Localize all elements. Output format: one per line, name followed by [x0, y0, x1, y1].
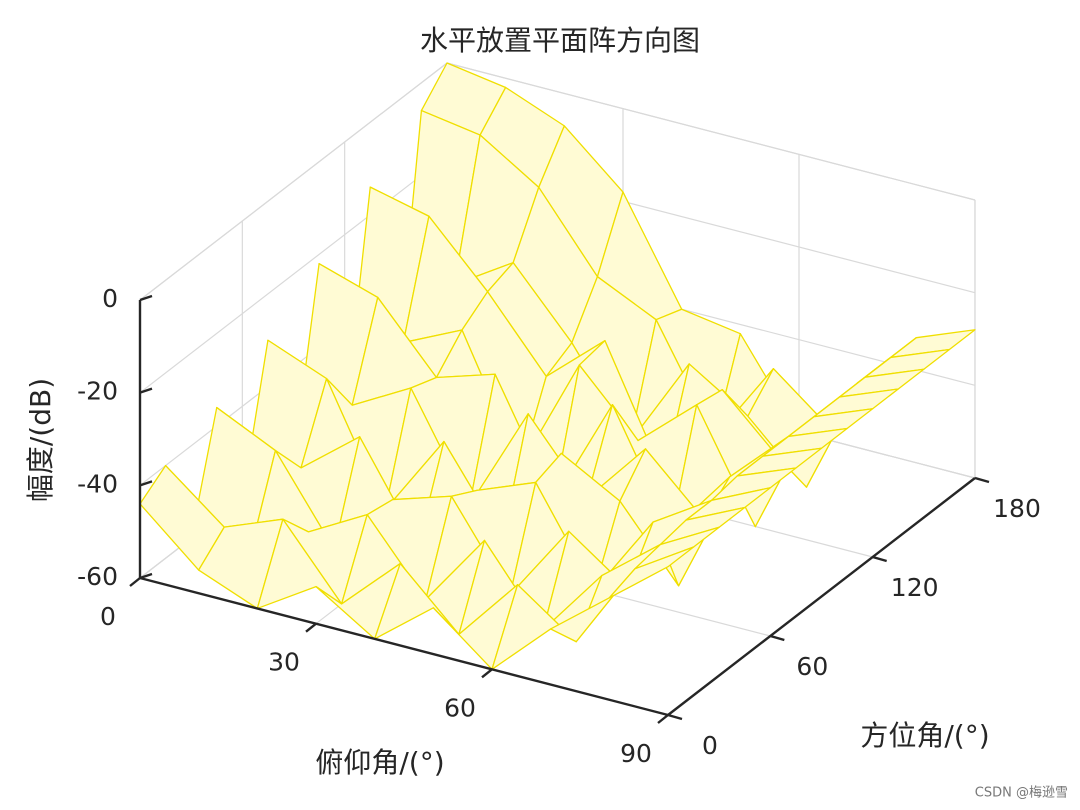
z-tick-label: -20: [77, 377, 118, 406]
grid-line: [139, 155, 448, 394]
y-tick: [872, 555, 887, 563]
z-axis-label: 幅度/(dB): [24, 378, 57, 502]
x-tick-label: 60: [444, 693, 476, 722]
y-tick: [770, 634, 785, 642]
z-tick: [139, 294, 153, 302]
y-tick-label: 0: [702, 731, 718, 760]
x-tick: [481, 668, 493, 679]
y-tick: [974, 476, 990, 484]
axes-layer: 0 30 60 90 0 60 120 180 -60 -40 -20 0: [77, 284, 1041, 768]
y-tick: [667, 713, 683, 721]
z-tick: [139, 572, 153, 580]
y-tick-label: 180: [993, 494, 1041, 523]
x-axis-label: 俯仰角/(°): [315, 746, 444, 779]
y-axis-label: 方位角/(°): [860, 719, 989, 752]
grid-line: [446, 62, 976, 201]
z-tick: [139, 387, 153, 394]
watermark: CSDN @梅逊雪: [975, 786, 1068, 801]
mesh-cell: [608, 546, 695, 599]
x-tick-label: 90: [620, 739, 652, 768]
x-tick-label: 30: [268, 648, 300, 677]
x-tick-label: 0: [100, 602, 116, 631]
z-tick-label: -40: [77, 469, 118, 498]
x-tick: [129, 577, 141, 587]
y-tick-label: 60: [796, 652, 828, 681]
chart-title: 水平放置平面阵方向图: [420, 24, 700, 57]
y-axis: [667, 477, 976, 716]
grid-line: [139, 62, 448, 301]
z-tick-label: -60: [77, 562, 118, 591]
y-tick-label: 120: [891, 573, 939, 602]
x-tick: [657, 714, 669, 724]
x-tick: [305, 622, 317, 633]
x-axis: [139, 576, 669, 717]
surface-layer: [139, 62, 976, 670]
z-tick: [139, 480, 153, 487]
z-tick-label: 0: [102, 284, 118, 313]
